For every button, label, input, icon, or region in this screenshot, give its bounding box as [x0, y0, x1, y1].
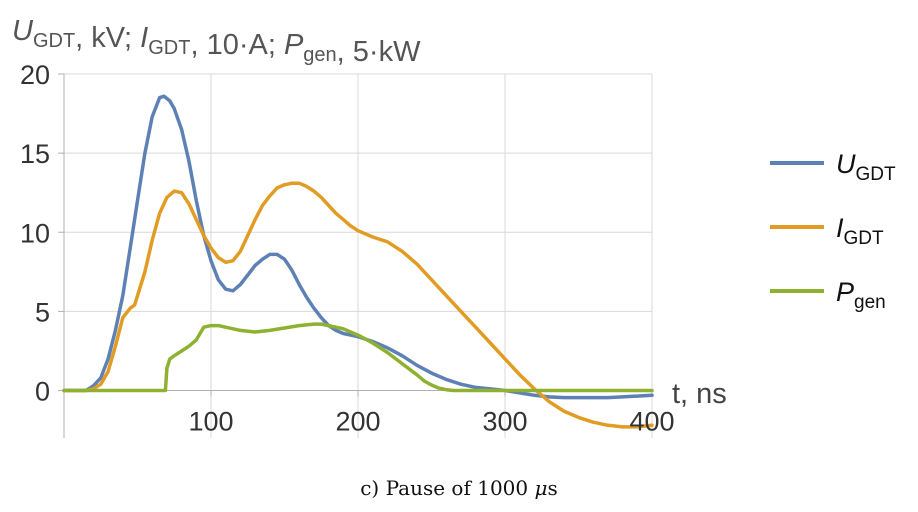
title-part-3: , 10·A; [190, 29, 284, 61]
legend-label-Pgen: Pgen [836, 277, 886, 313]
grid-lines [64, 73, 653, 438]
series-line-Pgen [62, 322, 654, 393]
title-subscript-2: GDT [148, 37, 190, 59]
legend-label-UGDT: UGDT [836, 149, 896, 185]
y-tick-label-0: 0 [35, 377, 50, 407]
tick-labels: 100 200 300 400 0 5 10 15 20 [20, 60, 675, 437]
y-tick-label-4: 20 [20, 60, 50, 90]
y-tick-label-1: 5 [35, 297, 50, 327]
x-axis-label: t, ns [672, 378, 727, 410]
title-part-0: U [12, 15, 34, 47]
title-part-1: , kV; [75, 22, 140, 54]
title-subscript-0: GDT [33, 30, 75, 52]
caption-unit-suffix: s [547, 476, 558, 500]
legend-label-IGDT: IGDT [836, 213, 884, 249]
title-part-5: , 5·kW [337, 36, 421, 68]
series-layer [62, 94, 654, 429]
title-part-2: I [140, 22, 148, 54]
x-tick-label-2: 300 [482, 407, 527, 437]
x-tick-label-3: 400 [629, 407, 674, 437]
line-chart: UGDT, kV; IGDT, 10·A; Pgen, 5·kW 100 200 3… [12, 15, 896, 438]
y-tick-label-3: 15 [20, 139, 50, 169]
chart-title: UGDT, kV; IGDT, 10·A; Pgen, 5·kW [12, 15, 421, 68]
caption-prefix: c) Pause of 1000 [360, 476, 535, 500]
figure-caption: c) Pause of 1000 μs [0, 476, 918, 500]
title-subscript-4: gen [303, 44, 336, 66]
x-tick-label-1: 200 [335, 407, 380, 437]
title-part-4: P [284, 29, 304, 61]
caption-unit-symbol: μ [534, 476, 548, 500]
legend: UGDT IGDT Pgen [770, 149, 896, 313]
series-line-IGDT [62, 181, 654, 429]
y-tick-label-2: 10 [20, 218, 50, 248]
x-tick-label-0: 100 [188, 407, 233, 437]
